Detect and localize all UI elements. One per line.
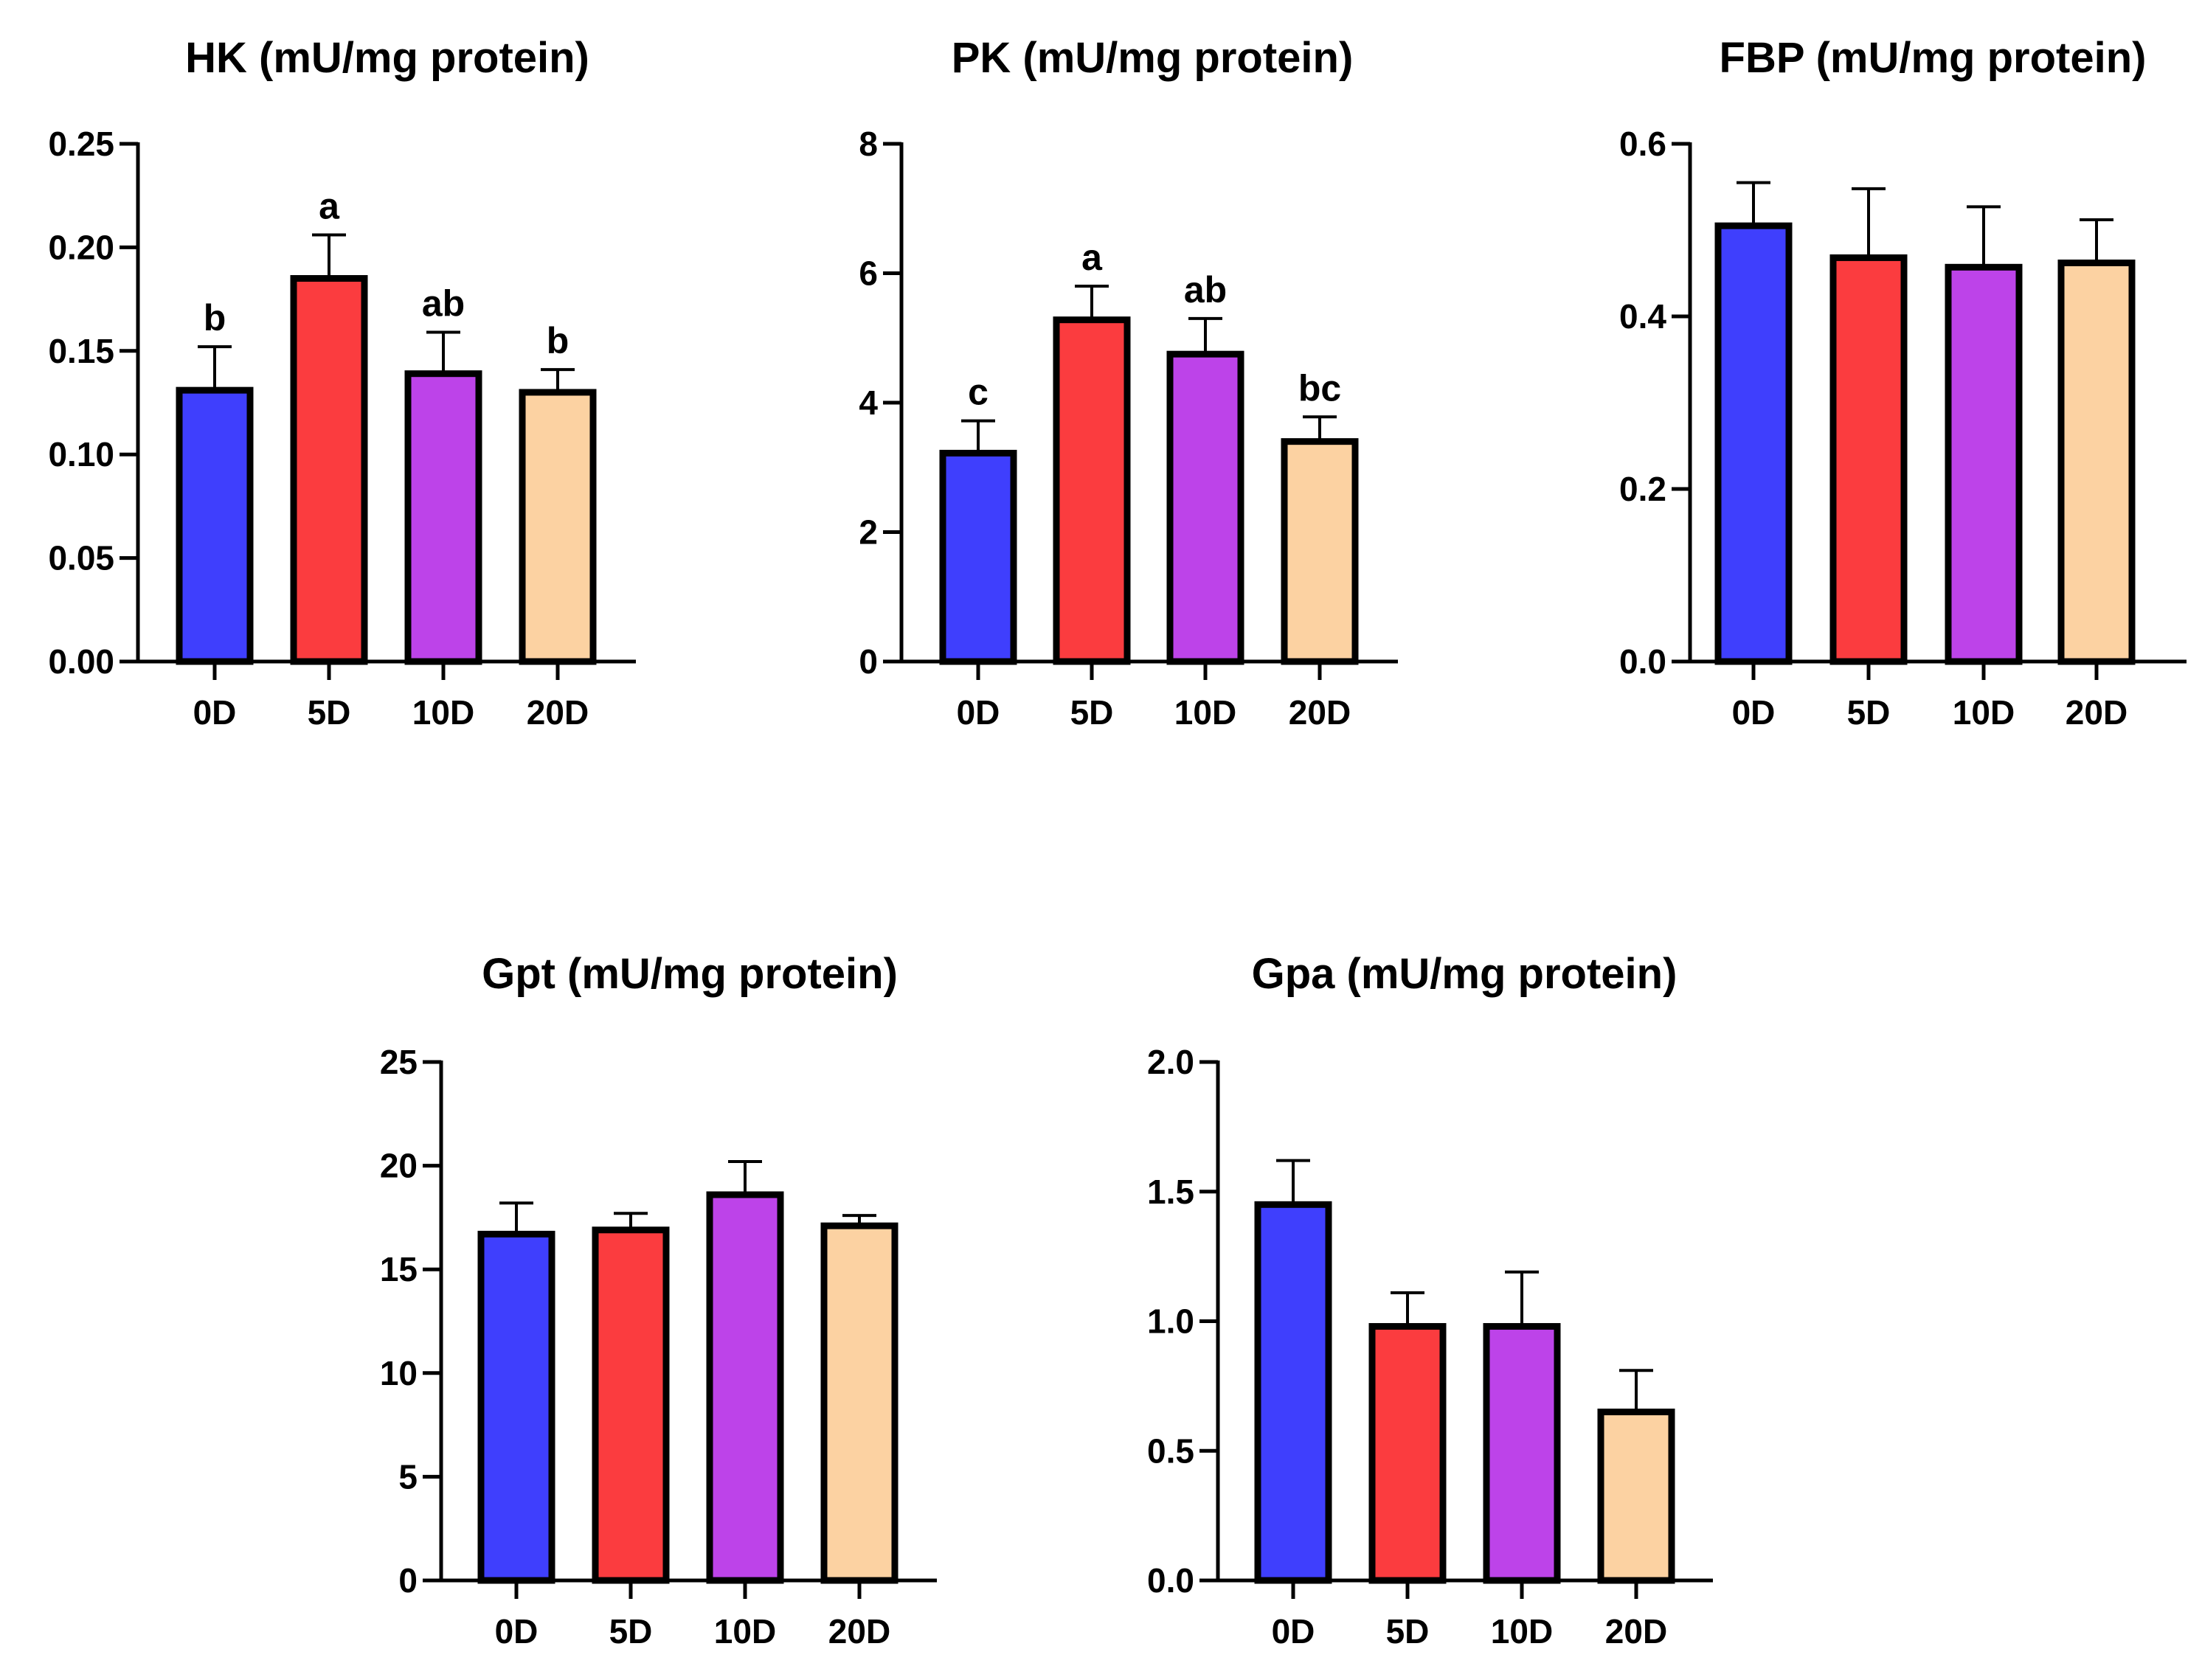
x-tick-label: 5D bbox=[1847, 693, 1891, 732]
significance-label: c bbox=[968, 372, 989, 413]
significance-label: bc bbox=[1298, 367, 1341, 409]
bar-5D bbox=[1368, 1323, 1447, 1584]
x-tick-label: 0D bbox=[1272, 1612, 1315, 1651]
y-tick-label: 0.6 bbox=[1619, 125, 1666, 163]
y-tick-label: 0.05 bbox=[48, 539, 114, 577]
y-tick-label: 0.2 bbox=[1619, 470, 1666, 508]
chart-title: FBP (mU/mg protein) bbox=[1720, 34, 2147, 82]
x-tick-label: 0D bbox=[1732, 693, 1776, 732]
bar-20D bbox=[2057, 259, 2136, 665]
bar-10D bbox=[706, 1191, 784, 1584]
bar-20D bbox=[1597, 1409, 1675, 1584]
bar-20D bbox=[1281, 438, 1359, 665]
bar-0D bbox=[1714, 222, 1793, 665]
y-tick-label: 10 bbox=[380, 1354, 418, 1392]
x-tick-label: 10D bbox=[1174, 693, 1236, 732]
x-tick-label: 10D bbox=[714, 1612, 776, 1651]
y-tick-label: 2 bbox=[859, 513, 878, 552]
bar-10D bbox=[1945, 263, 2023, 665]
bar-10D bbox=[1166, 350, 1244, 665]
x-tick-label: 5D bbox=[1070, 693, 1114, 732]
chart-title: Gpt (mU/mg protein) bbox=[482, 950, 898, 998]
x-tick-label: 5D bbox=[1386, 1612, 1430, 1651]
significance-label: a bbox=[1081, 237, 1103, 278]
y-tick-label: 0.4 bbox=[1619, 297, 1666, 336]
x-tick-label: 5D bbox=[308, 693, 351, 732]
y-tick-label: 1.5 bbox=[1147, 1173, 1194, 1211]
significance-label: b bbox=[204, 297, 226, 339]
bar-0D bbox=[176, 386, 254, 665]
bar-5D bbox=[1053, 316, 1131, 665]
chart-title: PK (mU/mg protein) bbox=[952, 34, 1354, 82]
chart-panel-1: PK (mU/mg protein) c 0D a 5D ab 10D bc 20D 0 2 4 6 8 bbox=[859, 34, 1398, 732]
y-tick-label: 0 bbox=[398, 1561, 418, 1600]
significance-label: b bbox=[547, 320, 569, 361]
bar-20D bbox=[820, 1222, 899, 1584]
y-tick-label: 8 bbox=[859, 125, 878, 163]
y-tick-label: 0.00 bbox=[48, 642, 114, 681]
significance-label: ab bbox=[422, 283, 465, 324]
significance-label: ab bbox=[1184, 269, 1227, 310]
chart-panel-2: FBP (mU/mg protein) 0D 5D 10D 20D 0.0 0.2 0.4 0.… bbox=[1619, 34, 2187, 732]
y-tick-label: 5 bbox=[398, 1457, 418, 1496]
x-tick-label: 20D bbox=[1289, 693, 1351, 732]
x-tick-label: 5D bbox=[609, 1612, 653, 1651]
significance-label: a bbox=[319, 186, 340, 227]
bar-0D bbox=[939, 449, 1017, 665]
y-tick-label: 0.0 bbox=[1619, 642, 1666, 681]
y-tick-label: 20 bbox=[380, 1147, 418, 1185]
y-tick-label: 1.0 bbox=[1147, 1302, 1194, 1341]
chart-panel-3: Gpt (mU/mg protein) 0D 5D 10D 20D 0 5 10 15 20 25 bbox=[380, 950, 937, 1651]
y-tick-label: 6 bbox=[859, 254, 878, 293]
x-tick-label: 10D bbox=[1491, 1612, 1553, 1651]
y-tick-label: 15 bbox=[380, 1250, 418, 1288]
y-tick-label: 0.0 bbox=[1147, 1561, 1194, 1600]
y-tick-label: 0.15 bbox=[48, 332, 114, 370]
chart-title: Gpa (mU/mg protein) bbox=[1252, 950, 1678, 998]
bar-0D bbox=[1254, 1201, 1332, 1584]
x-tick-label: 10D bbox=[412, 693, 474, 732]
y-tick-label: 0.20 bbox=[48, 228, 114, 266]
bar-10D bbox=[404, 370, 482, 665]
chart-panel-4: Gpa (mU/mg protein) 0D 5D 10D 20D 0.0 0.5 1.0 1.… bbox=[1147, 950, 1713, 1651]
x-tick-label: 20D bbox=[527, 693, 589, 732]
bar-10D bbox=[1483, 1323, 1561, 1584]
bar-5D bbox=[1829, 254, 1908, 665]
x-tick-label: 0D bbox=[193, 693, 237, 732]
y-tick-label: 0.25 bbox=[48, 125, 114, 163]
x-tick-label: 20D bbox=[1605, 1612, 1667, 1651]
y-tick-label: 4 bbox=[859, 383, 878, 422]
x-tick-label: 0D bbox=[957, 693, 1000, 732]
x-tick-label: 20D bbox=[2066, 693, 2127, 732]
x-tick-label: 20D bbox=[828, 1612, 890, 1651]
y-tick-label: 25 bbox=[380, 1043, 418, 1081]
x-tick-label: 0D bbox=[495, 1612, 539, 1651]
bar-20D bbox=[519, 389, 597, 665]
y-tick-label: 0.10 bbox=[48, 435, 114, 473]
y-tick-label: 2.0 bbox=[1147, 1043, 1194, 1081]
bar-5D bbox=[592, 1226, 670, 1584]
chart-panel-0: HK (mU/mg protein) b 0D a 5D ab 10D b 20D 0.00 0.0… bbox=[48, 34, 636, 732]
bar-0D bbox=[477, 1230, 555, 1584]
chart-title: HK (mU/mg protein) bbox=[185, 34, 589, 82]
y-tick-label: 0 bbox=[859, 642, 878, 681]
x-tick-label: 10D bbox=[1953, 693, 2015, 732]
y-tick-label: 0.5 bbox=[1147, 1431, 1194, 1470]
bar-5D bbox=[290, 275, 368, 665]
